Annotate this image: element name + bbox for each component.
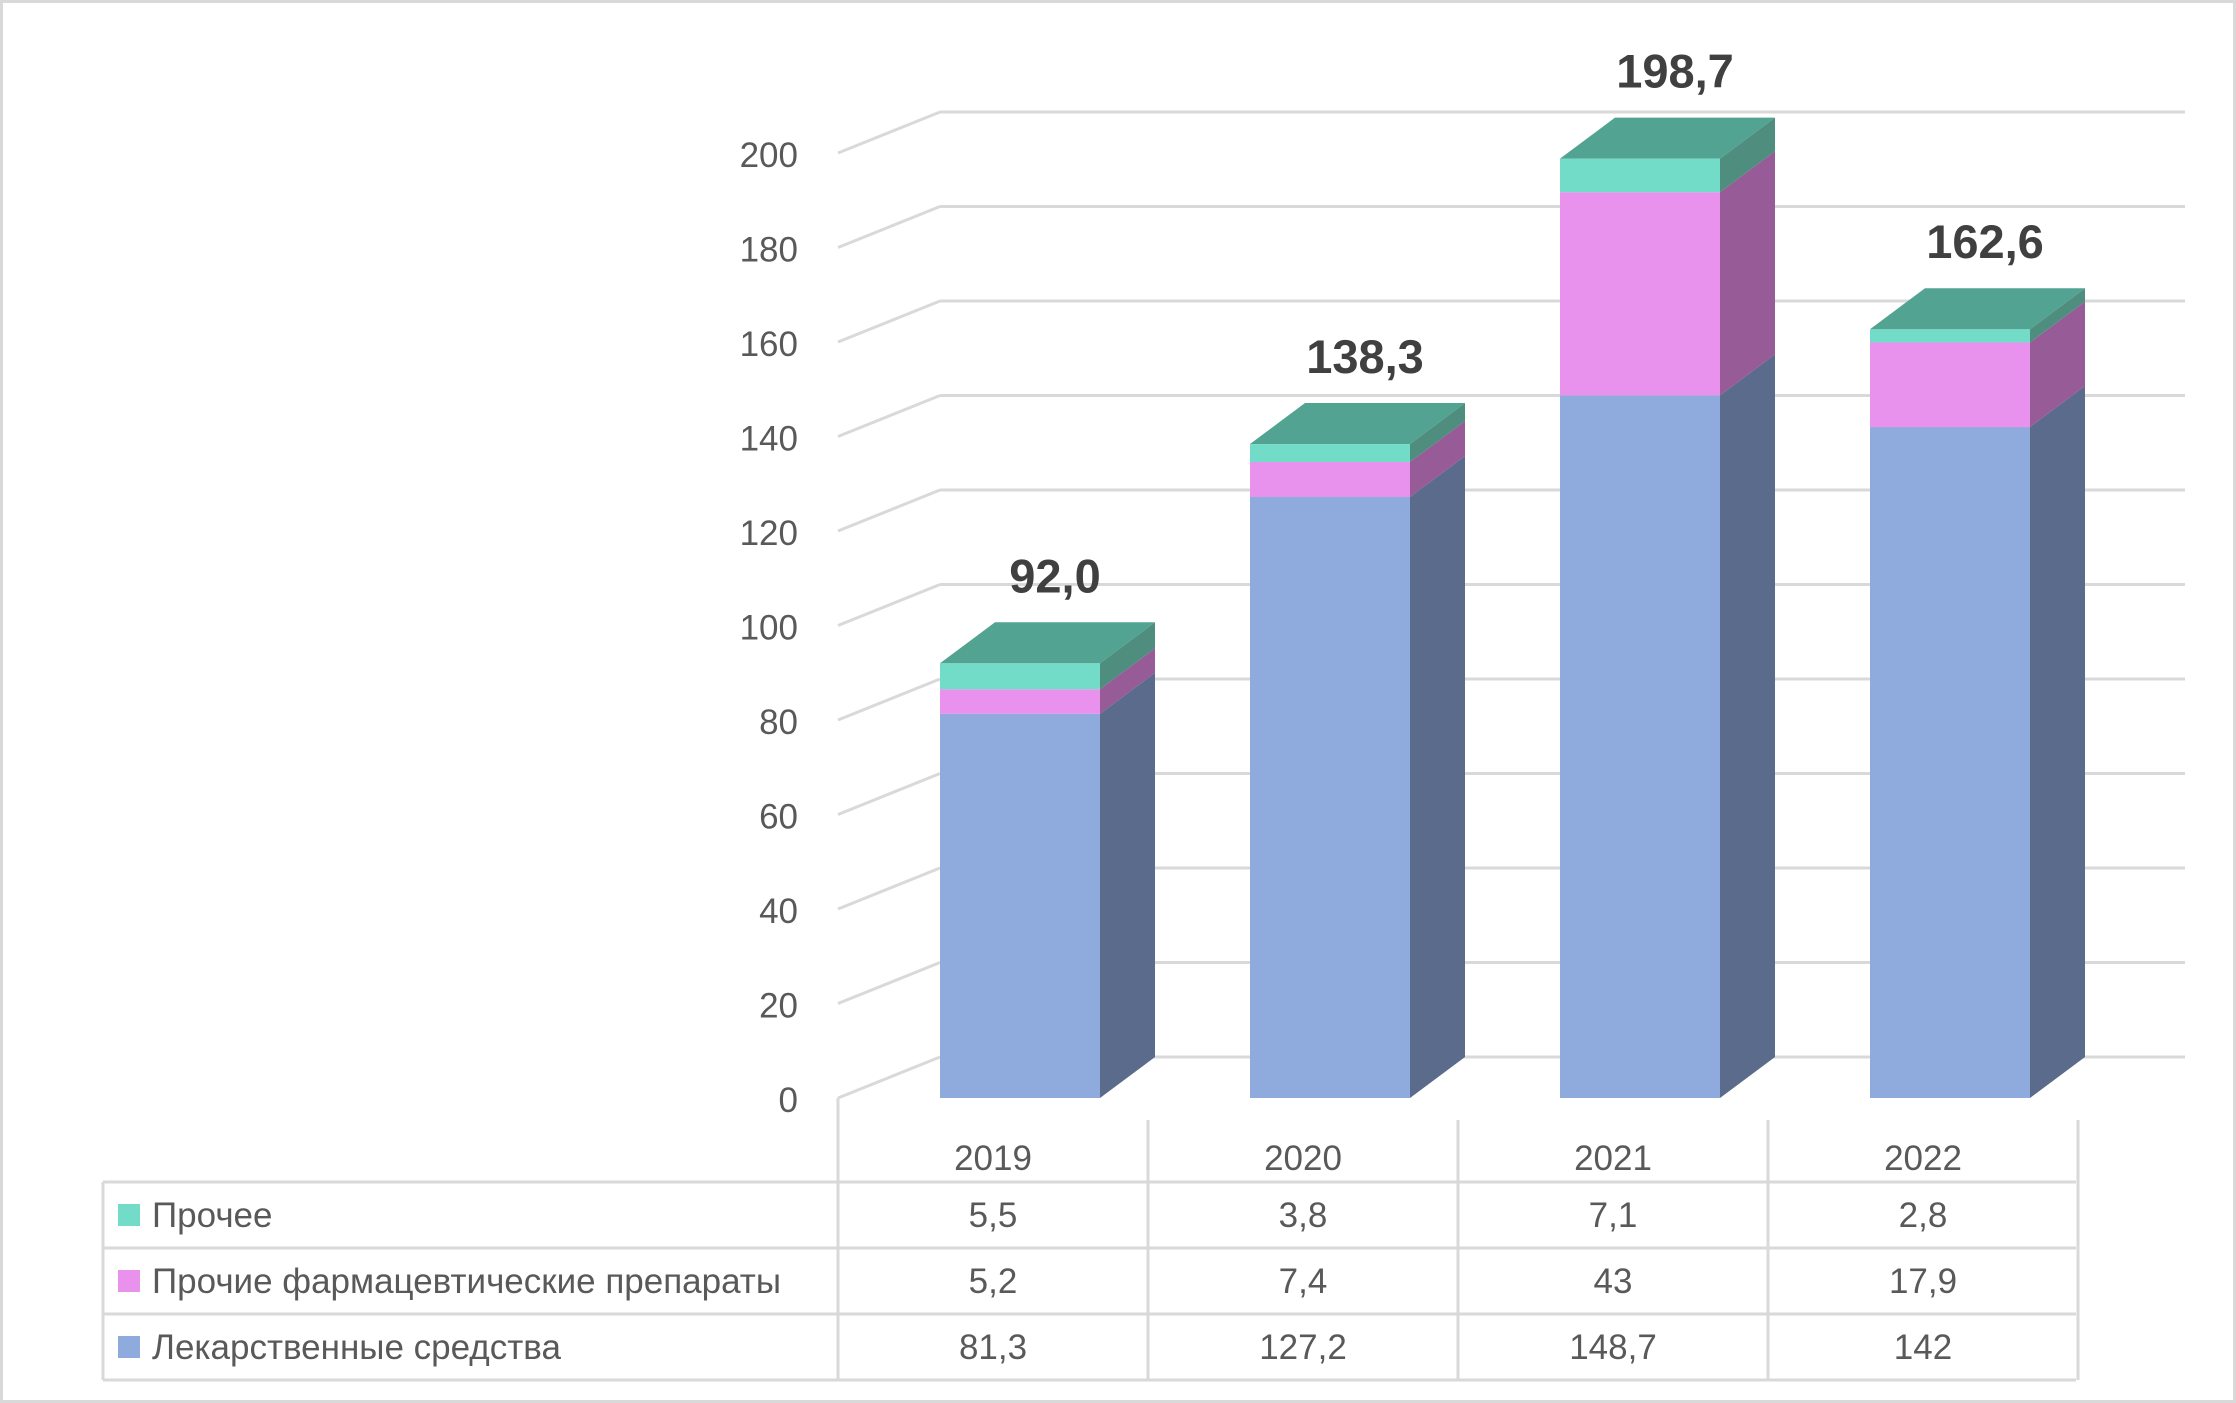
bars [940, 117, 2085, 1099]
legend-key-series-2 [118, 1270, 140, 1292]
table-cell-value: 17,9 [1889, 1262, 1957, 1301]
total-label-2022: 162,6 [1926, 215, 2044, 268]
gridline-side-0 [837, 1055, 941, 1100]
x-category-label: 2021 [1574, 1139, 1652, 1178]
y-tick-label: 100 [740, 609, 798, 648]
table-cell-value: 5,2 [969, 1262, 1018, 1301]
table-cell-value: 3,8 [1279, 1196, 1328, 1235]
bar-2021-segment-3 [1560, 158, 1720, 193]
total-label-2021: 198,7 [1616, 45, 1734, 98]
bar-2019-segment-1 [940, 713, 1100, 1098]
gridline-side-180 [837, 205, 941, 249]
bar-2020-segment-1 [1250, 496, 1410, 1099]
gridline-side-40 [837, 866, 941, 911]
table-cell-value: 2,8 [1899, 1196, 1948, 1235]
table-cell-value: 81,3 [959, 1328, 1027, 1367]
bar-2020-segment-2 [1250, 462, 1410, 497]
gridline-side-80 [837, 677, 941, 722]
legend-label-series-3: Прочее [152, 1196, 272, 1235]
bar-2020-segment-3 [1250, 444, 1410, 463]
bar-2022-segment-2 [1870, 342, 2030, 428]
y-tick-label: 80 [759, 703, 798, 742]
bar-2022-segment-2-side [2030, 301, 2085, 428]
table-cell-value: 127,2 [1259, 1328, 1347, 1367]
y-axis-ticks: 0 20 40 60 80 100 120 140 160 180 200 [740, 136, 798, 1120]
bar-2019-top [940, 622, 1155, 664]
x-category-label: 2022 [1884, 1139, 1962, 1178]
bar-2021-segment-3-side [1720, 117, 1775, 193]
bar-2019-segment-2-side [1100, 648, 1155, 714]
table-cell-value: 43 [1594, 1262, 1633, 1301]
bar-2019-segment-2 [940, 689, 1100, 714]
bar-2020-top [1250, 403, 1465, 445]
table-cell-value: 7,4 [1279, 1262, 1328, 1301]
bar-2021-segment-2-side [1720, 151, 1775, 396]
bar-2021-segment-1-side [1720, 354, 1775, 1099]
table-cell-value: 148,7 [1569, 1328, 1657, 1367]
bar-2020-segment-2-side [1410, 421, 1465, 497]
y-tick-label: 140 [740, 420, 798, 459]
bar-2019-segment-3 [940, 663, 1100, 690]
y-tick-label: 200 [740, 136, 798, 175]
y-tick-label: 0 [779, 1081, 798, 1120]
gridline-side-160 [837, 299, 941, 344]
bar-2019-segment-3-side [1100, 622, 1155, 690]
y-tick-label: 40 [759, 892, 798, 931]
bar-2022-top [1870, 288, 2085, 330]
table-cell-value: 7,1 [1589, 1196, 1638, 1235]
bar-2021-segment-1 [1560, 395, 1720, 1099]
bar-2019-segment-1-side [1100, 672, 1155, 1098]
gridline-side-100 [837, 583, 941, 627]
gridline-side-200 [837, 110, 941, 155]
bar-2022-segment-1 [1870, 427, 2030, 1098]
y-tick-label: 60 [759, 798, 798, 837]
total-label-2020: 138,3 [1306, 330, 1424, 383]
gridline-side-20 [837, 961, 941, 1005]
table-cell-value: 5,5 [969, 1196, 1018, 1235]
bar-2022-segment-3 [1870, 329, 2030, 343]
legend-key-series-3 [118, 1204, 140, 1226]
legend-label-series-1: Лекарственные средства [152, 1328, 561, 1367]
y-tick-label: 120 [740, 514, 798, 553]
bar-2021-top [1560, 117, 1775, 159]
y-tick-label: 20 [759, 987, 798, 1026]
gridline-side-140 [837, 394, 941, 438]
bar-2020-segment-3-side [1410, 403, 1465, 463]
bar-2021-segment-2 [1560, 192, 1720, 396]
total-label-2019: 92,0 [1009, 549, 1100, 602]
gridline-side-120 [837, 488, 941, 533]
y-tick-label: 160 [740, 325, 798, 364]
bar-2022-segment-3-side [2030, 288, 2085, 343]
x-category-label: 2020 [1264, 1139, 1342, 1178]
data-table: 2019 2020 2021 2022 Прочее 5,5 3,8 7,1 2,8 Прочие… [101, 1120, 2080, 1382]
gridline-side-60 [837, 772, 941, 816]
bar-2020-segment-1-side [1410, 455, 1465, 1099]
total-labels: 92,0 138,3 198,7 162,6 [1009, 45, 2044, 603]
bar-2022-segment-1-side [2030, 386, 2085, 1098]
x-category-label: 2019 [954, 1139, 1032, 1178]
legend-label-series-2: Прочие фармацевтические препараты [152, 1262, 781, 1301]
table-cell-value: 142 [1894, 1328, 1952, 1367]
y-tick-label: 180 [740, 231, 798, 270]
legend-key-series-1 [118, 1336, 140, 1358]
